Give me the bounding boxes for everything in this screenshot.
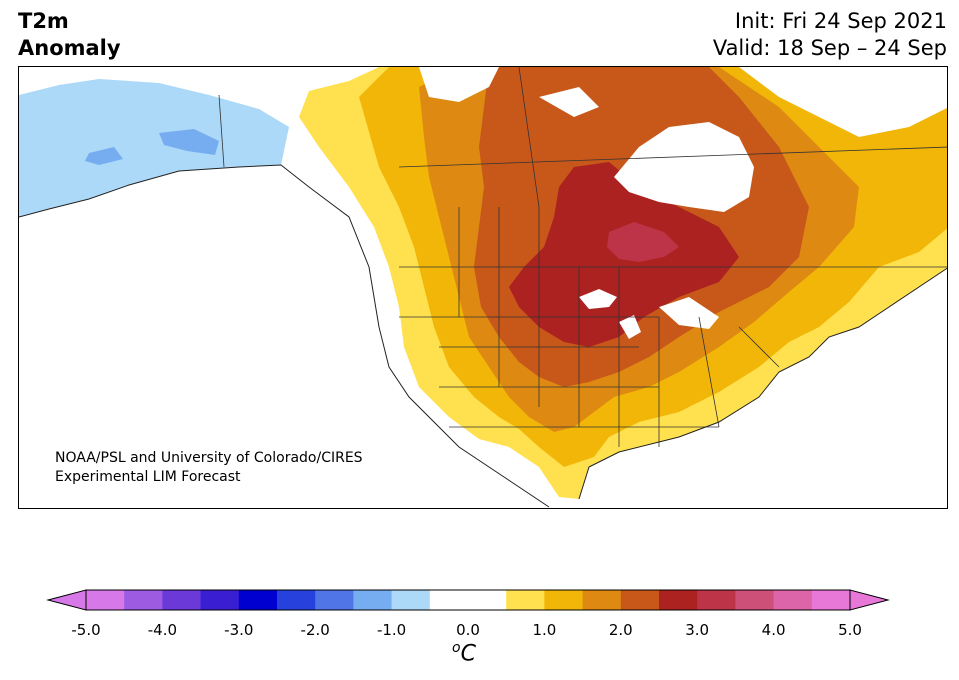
colorbar-tick-label: 4.0	[761, 621, 786, 639]
colorbar-cell	[697, 590, 736, 610]
colorbar-tick-label: 1.0	[532, 621, 557, 639]
colorbar-tick-label: -5.0	[71, 621, 101, 639]
political-borders	[218, 67, 947, 447]
colorbar-min-extend	[46, 589, 87, 611]
map-panel	[18, 66, 948, 509]
colorbar-max-extend	[849, 589, 890, 611]
title-line-2: Anomaly	[18, 36, 121, 60]
credit-line-2: Experimental LIM Forecast	[55, 469, 241, 485]
colorbar-cell	[162, 590, 202, 610]
warm-anomaly-3p0	[607, 222, 679, 262]
title-line-1: T2m	[18, 9, 69, 33]
colorbar-cell	[582, 590, 622, 610]
colorbar-cell	[315, 590, 354, 610]
colorbar-tick-label: -3.0	[224, 621, 254, 639]
colorbar-cell	[353, 590, 393, 610]
data-credit: NOAA/PSL and University of Colorado/CIRE…	[55, 449, 363, 487]
run-info: Init: Fri 24 Sep 2021 Valid: 18 Sep – 24…	[713, 8, 947, 62]
colorbar-cell	[238, 590, 278, 610]
colorbar-cells	[86, 590, 851, 610]
colorbar-tick-label: 0.0	[456, 621, 480, 639]
unit-letter: C	[460, 641, 476, 667]
hudson-bay	[614, 122, 754, 212]
colorbar-tick-label: -2.0	[300, 621, 330, 639]
colorbar-tick-label: 2.0	[608, 621, 633, 639]
anomaly-map	[19, 67, 947, 508]
degree-sign: o	[452, 640, 461, 656]
coastline	[19, 164, 947, 508]
colorbar-cell	[391, 590, 431, 610]
alaska-cold-anomaly-light	[19, 79, 289, 217]
colorbar-tick-label: -1.0	[376, 621, 407, 639]
colorbar-cell	[429, 590, 469, 610]
colorbar-tick-label: -4.0	[147, 621, 178, 639]
colorbar-outline	[85, 589, 851, 611]
colorbar-cell	[468, 590, 507, 610]
colorbar-cell	[773, 590, 813, 610]
colorbar-cell	[811, 590, 851, 610]
arctic-islands	[419, 67, 947, 137]
great-lakes	[579, 289, 719, 339]
map-title: T2m Anomaly	[18, 8, 121, 62]
colorbar-cell	[200, 590, 240, 610]
colorbar-cell	[506, 590, 545, 610]
colorbar	[46, 589, 890, 611]
credit-line-1: NOAA/PSL and University of Colorado/CIRE…	[55, 450, 363, 466]
colorbar-cell	[86, 590, 125, 610]
alaska-cold-anomaly-core	[85, 129, 219, 165]
colorbar-unit: oC	[452, 640, 476, 666]
colorbar-tick-label: 3.0	[685, 621, 710, 639]
colorbar-cell	[124, 590, 163, 610]
colorbar-cell	[735, 590, 775, 610]
valid-period: Valid: 18 Sep – 24 Sep	[712, 36, 947, 60]
colorbar-cell	[659, 590, 698, 610]
colorbar-cell	[277, 590, 316, 610]
colorbar-tick-label: 5.0	[838, 621, 862, 639]
colorbar-cell	[620, 590, 660, 610]
init-date: Init: Fri 24 Sep 2021	[734, 9, 947, 33]
colorbar-cell	[544, 590, 584, 610]
